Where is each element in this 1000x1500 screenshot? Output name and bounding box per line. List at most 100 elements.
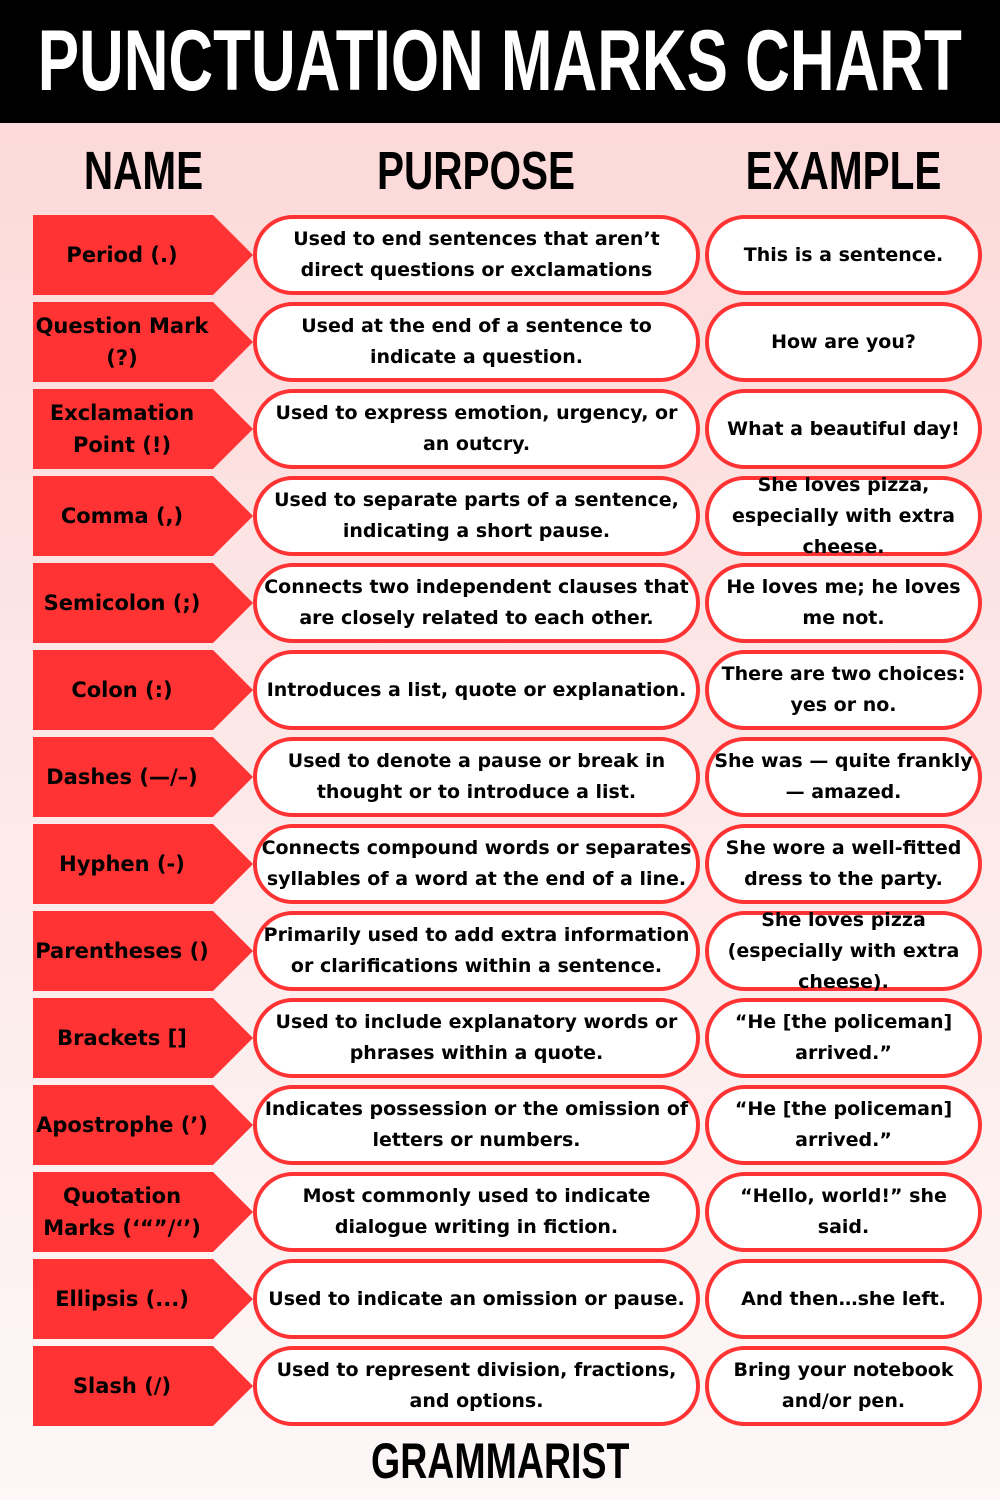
brand-footer: GRAMMARIST — [0, 1432, 1000, 1490]
purpose-cell-text: Used to denote a pause or break in thoug… — [287, 750, 666, 803]
brand-text: GRAMMARIST — [370, 1433, 630, 1489]
table-row: Quotation Marks (‘“”/‘’) Most commonly us… — [0, 1172, 1000, 1252]
name-cell-text: Apostrophe (’) — [36, 1113, 208, 1137]
example-cell: “He [the policeman] arrived.” — [705, 1085, 982, 1165]
name-cell: Semicolon (;) — [33, 563, 253, 643]
name-cell: Apostrophe (’) — [33, 1085, 253, 1165]
name-cell-text: Exclamation Point (!) — [49, 401, 195, 457]
example-cell: She wore a well-fitted dress to the part… — [705, 824, 982, 904]
name-cell-text: Hyphen (-) — [59, 852, 185, 876]
purpose-cell: Indicates possession or the omission of … — [253, 1085, 700, 1165]
purpose-cell-text: Introduces a list, quote or explanation. — [266, 678, 687, 701]
table-row: Ellipsis (...) Used to indicate an omissi… — [0, 1259, 1000, 1339]
example-cell-text: “He [the policeman] arrived.” — [734, 1011, 953, 1064]
example-cell: This is a sentence. — [705, 215, 982, 295]
example-cell: She loves pizza, especially with extra c… — [705, 474, 982, 558]
purpose-cell-text: Primarily used to add extra information … — [263, 924, 690, 977]
example-cell: There are two choices: yes or no. — [705, 650, 982, 730]
purpose-cell: Connects two independent clauses that ar… — [253, 563, 700, 643]
purpose-cell-text: Connects two independent clauses that ar… — [264, 576, 689, 629]
purpose-cell: Used to separate parts of a sentence, in… — [253, 476, 700, 556]
example-cell-text: She was — quite frankly — amazed. — [714, 750, 973, 803]
purpose-cell: Used to represent division, fractions, a… — [253, 1346, 700, 1426]
column-header-purpose-text: PURPOSE — [377, 141, 576, 201]
table-row: Colon (:) Introduces a list, quote or exp… — [0, 650, 1000, 730]
purpose-cell: Used at the end of a sentence to indicat… — [253, 302, 700, 382]
title-text: PUNCTUATION MARKS CHART — [37, 13, 963, 109]
example-cell-text: There are two choices: yes or no. — [721, 663, 966, 716]
table-row: Parentheses () Primarily used to add extr… — [0, 909, 1000, 993]
name-cell-text: Dashes (—/–) — [46, 765, 198, 789]
purpose-cell-text: Indicates possession or the omission of … — [264, 1098, 689, 1151]
table-row: Exclamation Point (!) Used to express emo… — [0, 389, 1000, 469]
name-cell-text: Question Mark (?) — [35, 314, 209, 370]
name-cell: Parentheses () — [33, 911, 253, 991]
purpose-cell: Most commonly used to indicate dialogue … — [253, 1172, 700, 1252]
example-cell: “He [the policeman] arrived.” — [705, 998, 982, 1078]
purpose-cell: Used to include explanatory words or phr… — [253, 998, 700, 1078]
example-cell-text: She loves pizza (especially with extra c… — [727, 908, 960, 993]
purpose-cell: Used to denote a pause or break in thoug… — [253, 737, 700, 817]
example-cell: How are you? — [705, 302, 982, 382]
column-header-example-text: EXAMPLE — [745, 141, 942, 201]
example-cell: She loves pizza (especially with extra c… — [705, 909, 982, 993]
example-cell-text: How are you? — [771, 330, 916, 353]
name-cell: Period (.) — [33, 215, 253, 295]
purpose-cell-text: Used to end sentences that aren’t direct… — [293, 228, 660, 281]
purpose-cell: Primarily used to add extra information … — [253, 911, 700, 991]
name-cell: Quotation Marks (‘“”/‘’) — [33, 1172, 253, 1252]
table-row: Brackets [] Used to include explanatory w… — [0, 998, 1000, 1078]
purpose-cell: Connects compound words or separates syl… — [253, 824, 700, 904]
column-header-name: NAME — [33, 140, 253, 201]
name-cell-text: Brackets [] — [57, 1026, 187, 1050]
name-cell-text: Comma (,) — [60, 504, 184, 528]
purpose-cell: Used to express emotion, urgency, or an … — [253, 389, 700, 469]
table-row: Apostrophe (’) Indicates possession or th… — [0, 1085, 1000, 1165]
example-cell-text: She wore a well-fitted dress to the part… — [725, 837, 962, 890]
purpose-cell-text: Used to express emotion, urgency, or an … — [275, 402, 678, 455]
name-cell: Comma (,) — [33, 476, 253, 556]
column-header-purpose: PURPOSE — [253, 140, 700, 201]
table-row: Hyphen (-) Connects compound words or sep… — [0, 824, 1000, 904]
table-row: Comma (,) Used to separate parts of a sen… — [0, 474, 1000, 558]
table-row: Semicolon (;) Connects two independent cl… — [0, 563, 1000, 643]
example-cell-text: “Hello, world!” she said. — [740, 1185, 947, 1238]
example-cell: What a beautiful day! — [705, 389, 982, 469]
example-cell-text: This is a sentence. — [743, 243, 944, 266]
name-cell: Exclamation Point (!) — [33, 389, 253, 469]
name-cell-text: Slash (/) — [72, 1374, 172, 1398]
table-row: Dashes (—/–) Used to denote a pause or br… — [0, 737, 1000, 817]
name-cell-text: Period (.) — [66, 243, 178, 267]
name-cell: Question Mark (?) — [33, 302, 253, 382]
example-cell: She was — quite frankly — amazed. — [705, 737, 982, 817]
example-cell-text: Bring your notebook and/or pen. — [733, 1359, 954, 1412]
purpose-cell-text: Used to separate parts of a sentence, in… — [274, 489, 679, 542]
purpose-cell: Introduces a list, quote or explanation. — [253, 650, 700, 730]
purpose-cell-text: Used to include explanatory words or phr… — [275, 1011, 678, 1064]
name-cell-text: Semicolon (;) — [43, 591, 201, 615]
name-cell-text: Colon (:) — [71, 678, 173, 702]
example-cell: “Hello, world!” she said. — [705, 1172, 982, 1252]
purpose-cell-text: Used to indicate an omission or pause. — [268, 1287, 685, 1310]
name-cell: Dashes (—/–) — [33, 737, 253, 817]
example-cell-text: He loves me; he loves me not. — [726, 576, 961, 629]
name-cell: Hyphen (-) — [33, 824, 253, 904]
example-cell-text: What a beautiful day! — [727, 417, 960, 440]
column-header-name-text: NAME — [83, 141, 203, 201]
purpose-cell-text: Used to represent division, fractions, a… — [276, 1359, 677, 1412]
name-cell: Colon (:) — [33, 650, 253, 730]
purpose-cell-text: Connects compound words or separates syl… — [261, 837, 692, 890]
example-cell: He loves me; he loves me not. — [705, 563, 982, 643]
purpose-cell-text: Used at the end of a sentence to indicat… — [301, 315, 652, 368]
name-cell: Slash (/) — [33, 1346, 253, 1426]
purpose-cell-text: Most commonly used to indicate dialogue … — [302, 1185, 651, 1238]
name-cell-text: Parentheses () — [35, 939, 209, 963]
table-row: Slash (/) Used to represent division, fra… — [0, 1346, 1000, 1426]
table-row: Question Mark (?) Used at the end of a se… — [0, 302, 1000, 382]
example-cell-text: She loves pizza, especially with extra c… — [731, 473, 955, 558]
name-cell-text: Ellipsis (...) — [55, 1287, 189, 1311]
purpose-cell: Used to end sentences that aren’t direct… — [253, 215, 700, 295]
page-title: PUNCTUATION MARKS CHART — [0, 0, 1000, 123]
name-cell: Ellipsis (...) — [33, 1259, 253, 1339]
column-header-example: EXAMPLE — [705, 140, 982, 201]
